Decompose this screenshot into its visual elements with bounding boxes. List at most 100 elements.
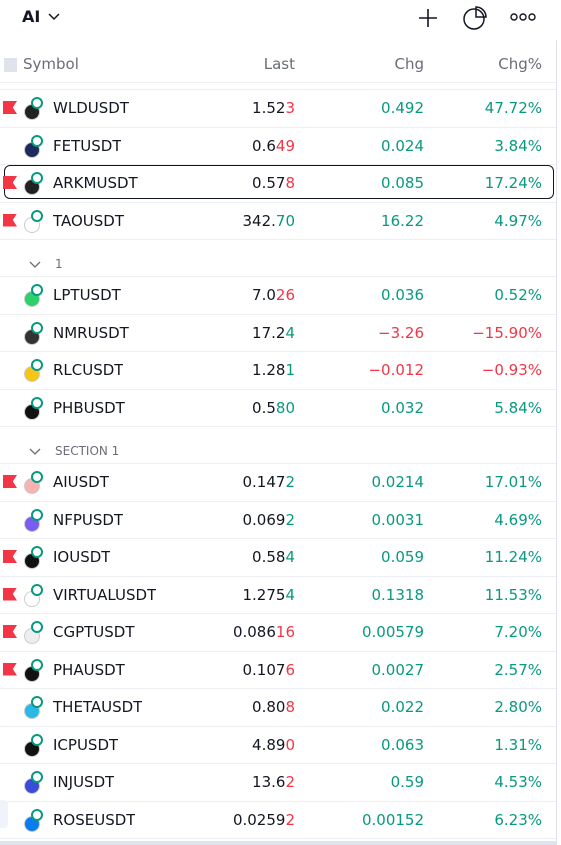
last-price-base: 7.0 [252,286,276,304]
separator [0,126,556,128]
last-price-base: 0.147 [242,473,286,491]
last-price-tick: 4 [285,548,295,566]
last-price-tick: 80 [275,398,295,417]
separator [0,838,556,839]
change: 0.063 [381,735,424,754]
badge-icon [31,359,43,371]
change: 0.00579 [361,623,424,641]
symbol[interactable]: TAOUSDT [53,211,125,230]
symbol[interactable]: PHAUSDT [53,660,125,679]
symbol[interactable]: VIRTUALUSDT [53,585,156,604]
last-price-tick: 26 [275,286,295,304]
change-percent: −0.93% [481,361,542,379]
separator [0,313,556,315]
change: 0.024 [381,136,424,155]
add-icon[interactable] [416,6,440,30]
symbol[interactable]: IOUSDT [53,548,111,566]
section-title[interactable]: 1 [55,257,63,271]
column-header[interactable]: Chg [394,55,424,73]
change-percent: 47.72% [484,99,542,117]
symbol[interactable]: INJUSDT [53,773,115,791]
last-price-base: 1.52 [252,99,286,117]
change-percent: 17.01% [484,473,542,491]
symbol[interactable]: ROSEUSDT [53,810,136,829]
separator [0,800,556,802]
chart-icon[interactable] [461,4,489,32]
symbol[interactable]: AIUSDT [53,473,109,491]
last-price-tick: 49 [275,136,295,155]
change-percent: 2.57% [494,660,542,679]
side-toggle[interactable] [0,800,8,828]
change: 0.1318 [371,585,425,604]
last-price: 0.0692 [243,510,296,530]
change: 0.0214 [371,473,425,491]
symbol[interactable]: ICPUSDT [53,735,119,754]
symbol[interactable]: ARKMUSDT [53,174,138,192]
column-header[interactable]: Chg% [498,55,542,73]
separator [0,276,556,277]
change-percent: 1.31% [494,735,542,754]
collapse-icon[interactable] [29,448,41,456]
last-price: 1.281 [252,360,295,380]
last-price-tick: 6 [285,660,295,679]
badge-icon [31,658,43,671]
badge-icon [31,771,43,783]
change: 0.032 [381,398,424,417]
flag [3,550,17,563]
more-icon[interactable] [509,11,537,23]
last-price: 0.08616 [233,622,295,642]
badge-icon [31,808,43,821]
last-price-base: 0.6 [252,136,276,155]
change: −3.26 [378,323,424,342]
flag [3,587,17,601]
symbol[interactable]: NFPUSDT [53,510,124,529]
flag [3,475,17,488]
change-percent: 4.69% [494,510,542,529]
collapse-icon[interactable] [29,261,41,269]
last-price-base: 1.275 [242,585,286,604]
separator [0,500,556,502]
last-price: 0.580 [252,398,295,418]
symbol[interactable]: NMRUSDT [53,323,129,342]
separator [0,650,556,652]
change-percent: 17.24% [484,174,542,192]
change-percent: 4.53% [494,773,542,791]
change: 0.022 [381,698,424,716]
last-price: 0.02592 [233,810,295,830]
last-price: 0.578 [252,173,295,193]
last-price-tick: 1 [285,361,295,379]
symbol[interactable]: LPTUSDT [53,286,121,304]
flag-header[interactable] [4,58,17,72]
change-percent: 3.84% [494,136,542,155]
change-percent: −15.90% [472,323,542,342]
last-price-tick: 2 [285,810,295,829]
change: 0.085 [381,174,424,192]
last-price: 13.62 [252,772,295,792]
change-percent: 0.52% [494,286,542,304]
separator [0,725,556,727]
badge-icon [31,583,43,596]
change: 0.0027 [371,660,425,679]
last-price-base: 0.069 [242,510,286,529]
dropdown-icon[interactable] [48,12,60,22]
badge-icon [31,97,43,109]
last-price-tick: 0 [285,735,295,754]
last-price-base: 342. [242,211,276,230]
last-price: 1.523 [252,98,295,118]
change-percent: 4.97% [494,211,542,230]
badge-icon [31,209,43,222]
symbol[interactable]: WLDUSDT [53,99,129,117]
symbol[interactable]: CGPTUSDT [53,623,135,641]
column-header[interactable]: Symbol [23,55,79,73]
symbol[interactable]: FETUSDT [53,136,122,155]
section-title[interactable]: SECTION 1 [55,444,120,458]
badge-icon [31,621,43,633]
change: 16.22 [381,211,424,230]
last-price: 0.808 [252,697,295,717]
symbol[interactable]: PHBUSDT [53,398,125,417]
list-title[interactable]: AI [22,7,41,26]
change: 0.00152 [361,810,424,829]
column-header[interactable]: Last [263,55,295,73]
symbol[interactable]: THETAUSDT [53,698,143,716]
symbol[interactable]: RLCUSDT [53,361,124,379]
